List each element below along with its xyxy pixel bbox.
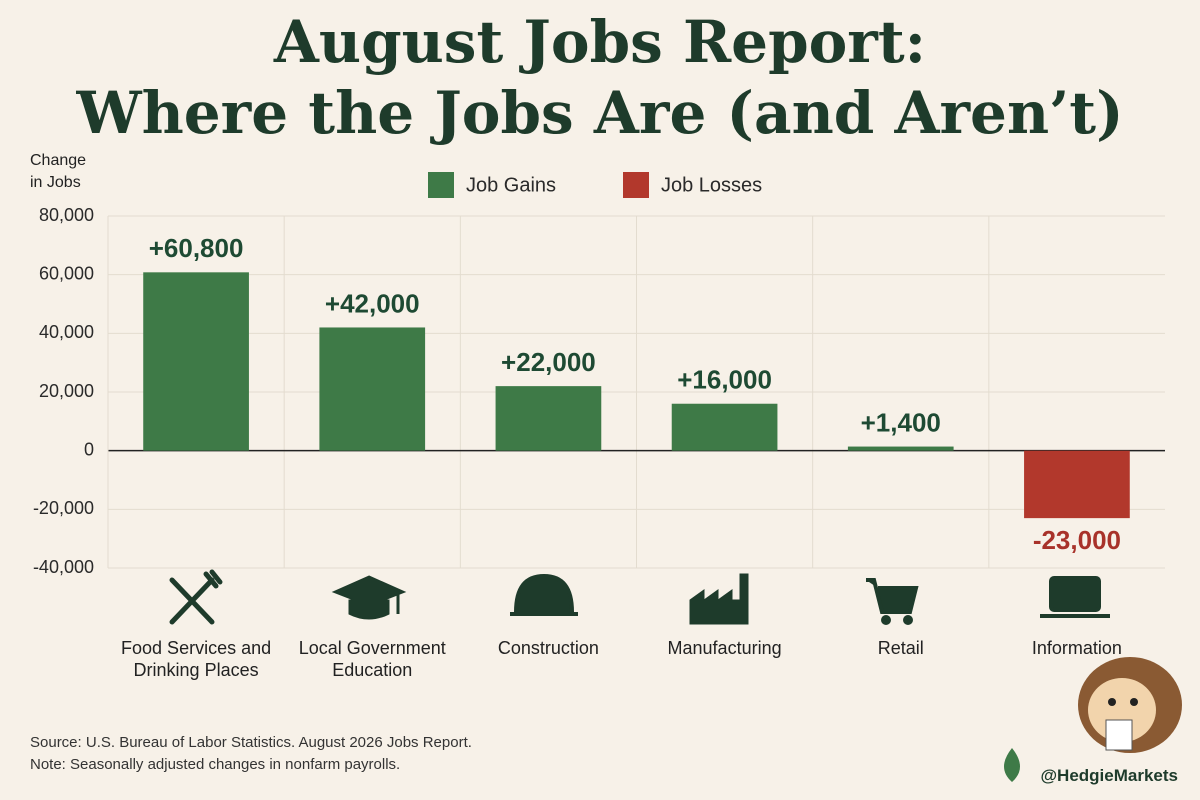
mascot-hedgehog	[1078, 657, 1182, 753]
icon-leaf	[1004, 748, 1020, 782]
y-tick-label: -40,000	[33, 557, 94, 577]
y-tick-label: 0	[84, 439, 94, 459]
legend-swatch	[623, 172, 649, 198]
icon-factory	[689, 573, 749, 625]
y-axis-label: Change in Jobs	[30, 152, 87, 191]
x-tick-label: Information	[1031, 638, 1122, 658]
x-tick-label: Retail	[877, 638, 924, 658]
value-label: +16,000	[677, 365, 772, 395]
legend-swatch	[428, 172, 454, 198]
x-tick-label: Construction	[497, 638, 599, 658]
footnote: Source: U.S. Bureau of Labor Statistics.…	[30, 734, 472, 751]
bar	[495, 386, 602, 451]
footnote: Note: Seasonally adjusted changes in non…	[30, 756, 401, 773]
y-tick-label: 20,000	[39, 381, 94, 401]
chart-title: August Jobs Report:	[273, 8, 926, 76]
value-label: -23,000	[1033, 525, 1121, 555]
bar	[319, 327, 426, 451]
icon-fork-knife	[169, 569, 223, 625]
value-label: +1,400	[861, 407, 941, 437]
y-tick-label: 60,000	[39, 263, 94, 283]
value-label: +22,000	[501, 347, 596, 377]
icon-graduation-cap	[331, 575, 407, 620]
value-label: +60,800	[149, 233, 244, 263]
bar	[847, 446, 954, 451]
y-tick-label: 80,000	[39, 205, 94, 225]
chart-title: Where the Jobs Are (and Aren’t)	[75, 79, 1123, 147]
icon-laptop	[1040, 576, 1110, 618]
bar	[143, 272, 249, 451]
x-tick-label: Food Services and Drinking Places	[121, 638, 272, 680]
icon-cart	[866, 578, 919, 625]
x-tick-label: Manufacturing	[667, 638, 782, 658]
x-tick-label: Local Government Education	[298, 638, 446, 680]
bar	[1024, 450, 1130, 519]
icon-hard-hat	[510, 573, 578, 616]
y-tick-label: -20,000	[33, 498, 94, 518]
value-label: +42,000	[325, 288, 420, 318]
handle: @HedgieMarkets	[1040, 766, 1178, 785]
y-tick-label: 40,000	[39, 322, 94, 342]
legend-label: Job Gains	[466, 174, 556, 196]
bar	[671, 403, 778, 451]
legend-label: Job Losses	[661, 174, 762, 196]
